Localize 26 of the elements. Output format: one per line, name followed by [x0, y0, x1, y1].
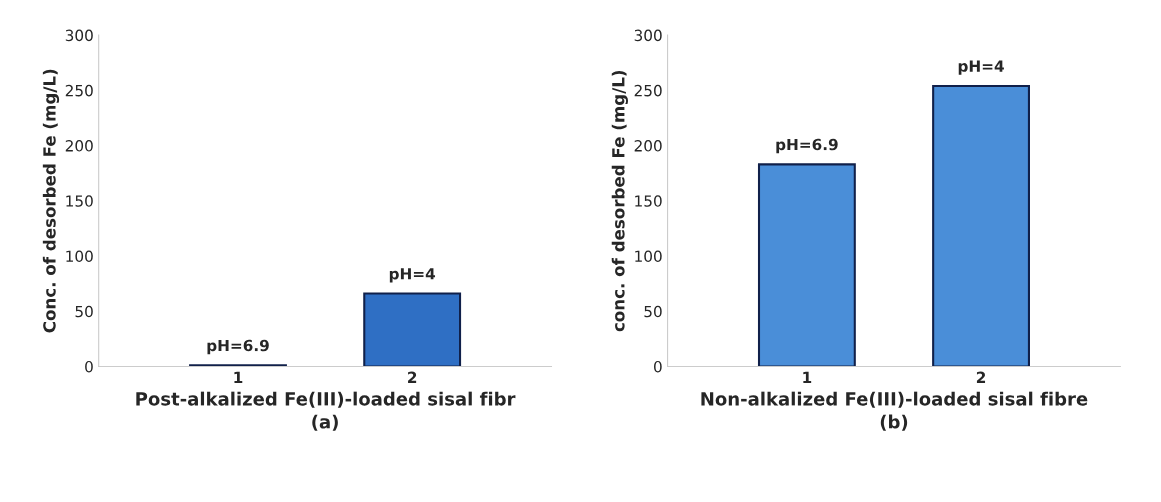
y-axis-title: Conc. of desorbed Fe (mg/L)	[42, 69, 60, 333]
y-tick-label: 0	[654, 360, 662, 373]
x-tick-label: 1	[234, 371, 243, 383]
y-tick-label: 100	[635, 250, 662, 263]
y-tick-label: 250	[634, 84, 662, 97]
annotation: pH=6.9	[207, 339, 269, 355]
x-axis-title: Non-alkalized Fe(III)-loaded sisal fibre (b)	[701, 391, 1088, 431]
annotation: pH=6.9	[776, 138, 838, 154]
y-tick-label: 150	[635, 195, 662, 207]
y-tick-label: 50	[644, 305, 662, 318]
y-axis-title: conc. of desorbed Fe (mg/L)	[611, 70, 628, 332]
annotation: pH=4	[389, 268, 436, 283]
y-tick-label: 300	[634, 29, 662, 42]
y-tick-label: 250	[65, 84, 93, 97]
y-tick-label: 150	[66, 195, 93, 207]
x-tick-label: 2	[976, 371, 986, 383]
y-tick-label: 0	[85, 360, 93, 373]
x-tick-label: 1	[803, 371, 812, 383]
y-tick-label: 200	[634, 140, 662, 152]
annotation: pH=4	[958, 60, 1004, 75]
y-tick-label: 200	[65, 140, 93, 152]
y-tick-label: 100	[66, 250, 93, 263]
y-tick-label: 300	[65, 29, 93, 42]
y-tick-label: 50	[75, 305, 93, 318]
x-tick-label: 2	[408, 371, 417, 383]
x-axis-title: Post-alkalized Fe(III)-loaded sisal fibr (a)	[136, 391, 516, 431]
